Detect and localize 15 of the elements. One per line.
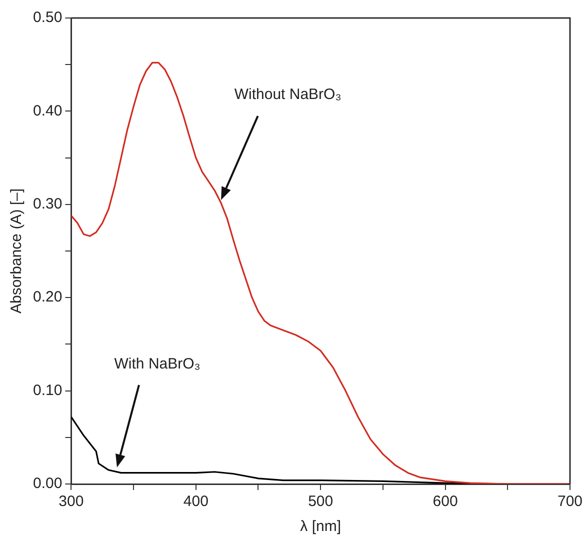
x-axis-title: λ [nm] [300, 518, 342, 536]
x-tick-label: 300 [58, 493, 84, 510]
annotation: Without NaBrO₃ [234, 86, 342, 103]
y-tick-label: 0.20 [32, 288, 62, 306]
y-axis-title: Absorbance (A) [–] [8, 188, 26, 314]
x-tick-label: 700 [557, 493, 583, 510]
annotation: With NaBrO₃ [114, 355, 200, 372]
y-tick-label: 0.30 [32, 196, 62, 213]
x-tick-label: 600 [432, 493, 458, 510]
x-tick-label: 400 [183, 493, 208, 510]
y-tick-label: 0.50 [32, 9, 62, 26]
y-tick-label: 0.40 [32, 102, 62, 120]
y-tick-label: 0.10 [32, 382, 62, 399]
y-tick-label: 0.00 [32, 475, 62, 492]
x-tick-label: 500 [308, 493, 334, 510]
